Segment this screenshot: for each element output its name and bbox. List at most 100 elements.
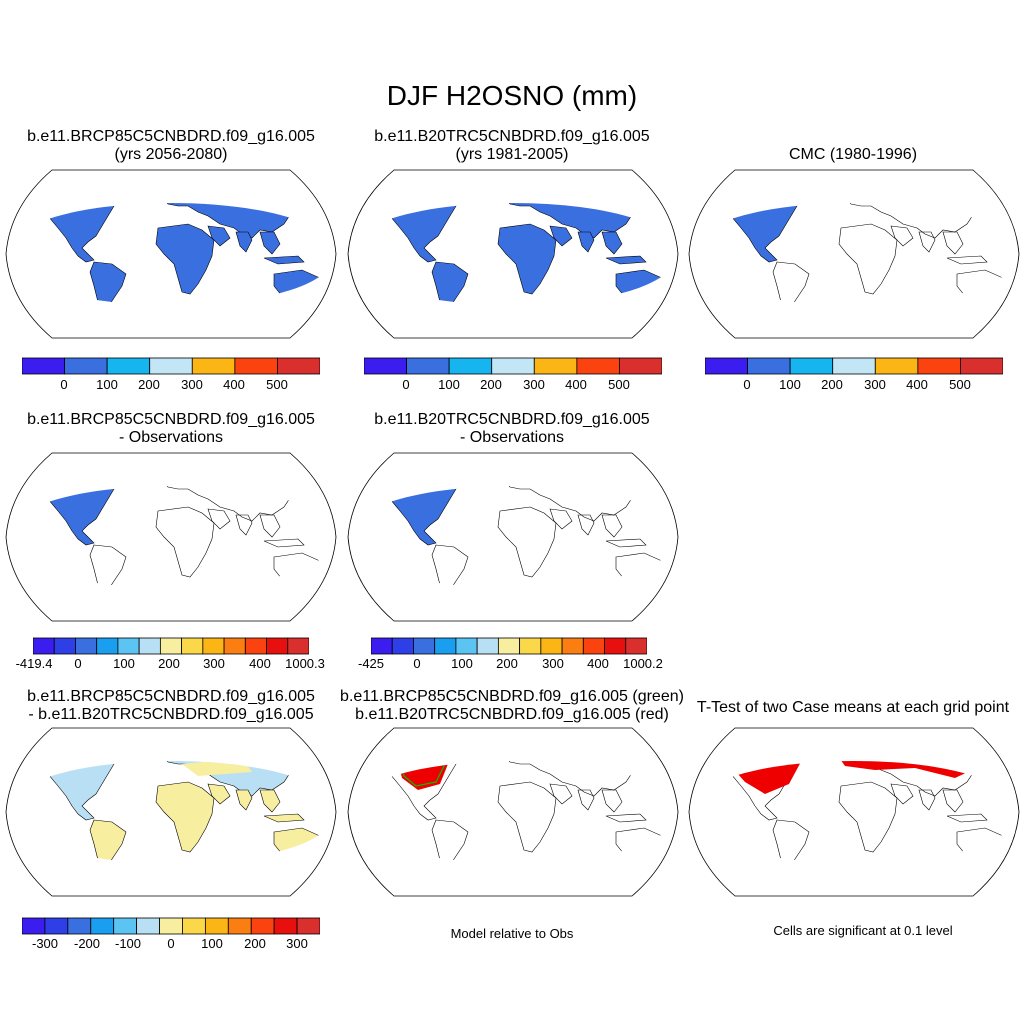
continent-northAmerica (722, 203, 814, 263)
map-layer (381, 761, 665, 896)
colorbar-cell (22, 917, 46, 935)
continent-northAmerica (381, 203, 473, 263)
continent-northAmerica (381, 761, 473, 821)
colorbar-cell (604, 637, 627, 655)
continent-indonesia (605, 255, 647, 265)
panel-title-p1-line2: (yrs 2056-2080) (114, 146, 228, 163)
colorbar-cell (22, 357, 65, 375)
continent-australia (273, 827, 321, 859)
sig-region-sa (785, 864, 793, 876)
colorbar-tick: 100 (96, 377, 118, 392)
colorbar-cell (747, 357, 791, 375)
continent-greenland (468, 172, 504, 196)
continent-india (235, 789, 253, 811)
colorbar-cell (159, 637, 183, 655)
colorbar-tick: 500 (608, 377, 630, 392)
colorbar-cell (181, 637, 204, 655)
diff-patch-yellow (42, 761, 82, 764)
continent-southAmerica (89, 819, 127, 863)
panel-title-p7-line1: b.e11.BRCP85C5CNBDRD.f09_g16.005 (27, 688, 315, 705)
continent-arabia (549, 783, 573, 805)
colorbar-cell (406, 357, 450, 375)
colorbar-p4-labels: -419.4 0 100 200 300 400 1000.3 (0, 656, 1024, 674)
continent-africa (497, 223, 557, 295)
continent-antarctica (404, 322, 644, 338)
continent-eurasia (503, 486, 665, 522)
green-contour (399, 761, 445, 787)
continent-india (918, 789, 936, 811)
colorbar-cell (287, 637, 309, 655)
continent-india (235, 231, 253, 253)
colorbar-cell (266, 637, 289, 655)
continent-africa (497, 781, 557, 853)
continent-seAsia (259, 231, 281, 255)
colorbar-tick: -100 (114, 936, 142, 951)
continent-antarctica (404, 880, 644, 896)
panel-title-p9-line1: T-Test of two Case means at each grid po… (696, 699, 1010, 716)
snow-patch-light (747, 182, 795, 196)
colorbar-tick: -300 (31, 936, 59, 951)
colorbar-cell (117, 637, 140, 655)
panel-title-p1: b.e11.BRCP85C5CNBDRD.f09_g16.005 (yrs 20… (2, 128, 340, 164)
continent-eurasia (503, 761, 665, 797)
continent-indonesia (263, 538, 305, 548)
map-layer (39, 761, 323, 863)
map-panel-p9 (688, 727, 1020, 897)
map-border (347, 727, 679, 897)
panel-title-p2-line1: b.e11.B20TRC5CNBDRD.f09_g16.005 (374, 128, 650, 145)
map-border (5, 727, 337, 897)
continent-southAmerica (89, 261, 127, 305)
colorbar-cell (223, 637, 246, 655)
continent-antarctica (404, 605, 644, 621)
colorbar-cell (273, 917, 298, 935)
main-title: DJF H2OSNO (mm) (386, 80, 638, 111)
sig-region-eurasia (835, 761, 1001, 778)
panel-title-p5-line2: - Observations (459, 429, 565, 446)
continent-india (918, 231, 936, 253)
colorbar-tick: 400 (223, 377, 245, 392)
colorbar-tick: 500 (266, 377, 288, 392)
colorbar-tick: 300 (181, 377, 203, 392)
continent-eurasia (161, 486, 323, 522)
panel-title-p9: T-Test of two Case means at each grid po… (684, 699, 1022, 717)
panel-title-p8-line1: b.e11.BRCP85C5CNBDRD.f09_g16.005 (green) (340, 688, 684, 705)
continent-india (577, 514, 595, 536)
continent-antarctica (62, 605, 302, 621)
snow-patch-light (202, 178, 262, 190)
note-significance: Cells are significant at 0.1 level (773, 923, 953, 938)
colorbar-cell (227, 917, 252, 935)
colorbar-cell (832, 357, 876, 375)
continent-northAmerica (722, 761, 814, 821)
colorbar-tick: 0 (743, 377, 751, 392)
colorbar-cell (90, 917, 115, 935)
continent-australia (273, 269, 321, 301)
colorbar-cell (296, 917, 320, 935)
map-layer (381, 172, 665, 338)
continent-greenland (126, 172, 162, 196)
colorbar-p3 (705, 357, 1003, 375)
panel-title-p3-line1: CMC (1980-1996) (788, 146, 918, 163)
colorbar-cell (619, 357, 662, 375)
colorbar-p3-labels: 0 100 200 300 400 500 (0, 377, 1024, 395)
continent-seAsia (601, 231, 623, 255)
continent-antarctica (745, 322, 985, 338)
panel-title-p2-line2: (yrs 1981-2005) (455, 146, 569, 163)
continent-arabia (207, 783, 231, 805)
colorbar-tick: -419.4 (15, 656, 53, 671)
colorbar-p5-labels: -425 0 100 200 300 400 1000.2 (0, 656, 1024, 674)
continent-northAmerica (39, 761, 131, 821)
colorbar-cell (789, 357, 834, 375)
colorbar-cell (917, 357, 961, 375)
colorbar-tick: 100 (779, 377, 801, 392)
continent-australia (956, 827, 1004, 859)
colorbar-cell (533, 357, 578, 375)
continent-arabia (890, 225, 914, 247)
continent-india (235, 514, 253, 536)
colorbar-tick: 100 (201, 936, 223, 951)
continent-africa (155, 223, 215, 295)
panel-title-p3: CMC (1980-1996) (684, 146, 1022, 164)
panel-title-p8: b.e11.BRCP85C5CNBDRD.f09_g16.005 (green)… (330, 688, 694, 724)
colorbar-tick: 100 (451, 656, 473, 671)
colorbar-p2 (364, 357, 662, 375)
colorbar-cell (33, 637, 55, 655)
